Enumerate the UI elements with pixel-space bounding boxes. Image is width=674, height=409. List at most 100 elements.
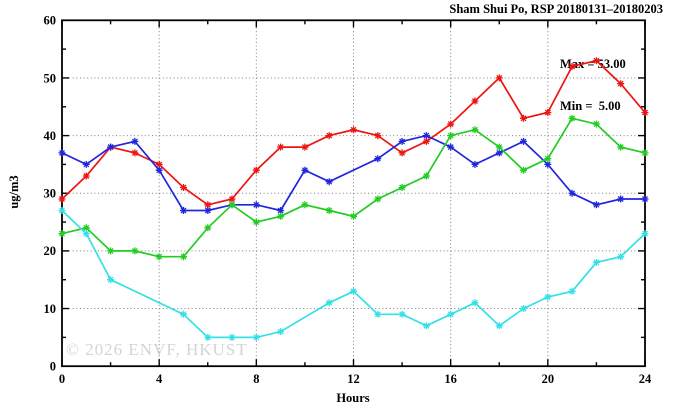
line-blue-series bbox=[58, 132, 649, 214]
line-red-marker bbox=[82, 172, 90, 180]
line-blue-marker bbox=[592, 201, 600, 209]
line-green-path bbox=[61, 117, 646, 258]
line-cyan-marker bbox=[592, 258, 600, 266]
line-green-marker bbox=[641, 149, 649, 157]
line-green-marker bbox=[131, 247, 139, 255]
x-axis-label: Hours bbox=[336, 391, 370, 405]
line-cyan-marker bbox=[374, 310, 382, 318]
line-cyan-marker bbox=[568, 287, 576, 295]
line-green-marker bbox=[58, 230, 66, 238]
line-blue-marker bbox=[58, 149, 66, 157]
line-green-marker bbox=[82, 224, 90, 232]
line-green-marker bbox=[325, 207, 333, 214]
line-blue-marker bbox=[180, 207, 187, 214]
line-green-series bbox=[58, 114, 649, 261]
line-red-marker bbox=[520, 114, 527, 122]
line-green-marker bbox=[277, 212, 285, 220]
line-green-marker bbox=[592, 120, 600, 128]
line-green-marker bbox=[520, 166, 527, 174]
line-blue-marker bbox=[398, 137, 406, 145]
axis-ticks bbox=[61, 19, 646, 367]
line-cyan-marker bbox=[617, 253, 625, 261]
line-blue-marker bbox=[471, 160, 479, 168]
line-red-marker bbox=[471, 97, 479, 105]
line-cyan-path bbox=[61, 209, 646, 339]
y-tick-label-10: 10 bbox=[44, 302, 57, 316]
line-blue-marker bbox=[82, 160, 90, 168]
line-cyan-series bbox=[58, 207, 649, 341]
line-red-marker bbox=[374, 132, 382, 140]
line-red-marker bbox=[277, 143, 285, 151]
y-tick-label-20: 20 bbox=[44, 244, 57, 258]
line-green-marker bbox=[107, 247, 115, 255]
line-cyan-marker bbox=[107, 276, 115, 284]
y-tick-label-40: 40 bbox=[44, 129, 57, 143]
line-red-marker bbox=[301, 143, 309, 151]
line-blue-marker bbox=[422, 132, 430, 140]
line-red-marker bbox=[398, 149, 406, 157]
line-red-marker bbox=[641, 109, 649, 116]
line-cyan-marker bbox=[641, 230, 649, 238]
line-blue-marker bbox=[325, 178, 333, 186]
line-red-marker bbox=[204, 201, 212, 209]
line-blue-marker bbox=[301, 166, 309, 174]
line-cyan-marker bbox=[398, 310, 406, 318]
line-cyan-marker bbox=[471, 299, 479, 307]
line-blue-marker bbox=[447, 143, 455, 151]
y-tick-label-50: 50 bbox=[44, 71, 57, 85]
line-blue-marker bbox=[131, 137, 139, 145]
line-cyan-marker bbox=[277, 328, 285, 336]
line-blue-marker bbox=[568, 189, 576, 197]
line-red-marker bbox=[180, 184, 187, 191]
line-cyan-marker bbox=[252, 333, 260, 341]
stats-min-label: Min = 5.00 bbox=[560, 99, 621, 113]
line-red-marker bbox=[350, 126, 357, 134]
chart-title: Sham Shui Po, RSP 20180131–20180203 bbox=[449, 2, 663, 16]
line-green-marker bbox=[544, 155, 552, 163]
line-red-series bbox=[58, 57, 649, 209]
line-cyan-marker bbox=[520, 305, 527, 313]
line-red-marker bbox=[155, 160, 163, 168]
line-green-marker bbox=[301, 201, 309, 209]
line-cyan-marker bbox=[180, 310, 187, 318]
line-green-marker bbox=[568, 114, 576, 122]
line-red-marker bbox=[422, 137, 430, 145]
line-red-marker bbox=[228, 195, 236, 203]
line-green-marker bbox=[252, 218, 260, 226]
line-green-marker bbox=[398, 184, 406, 191]
line-green-marker bbox=[422, 172, 430, 180]
line-green-marker bbox=[350, 212, 357, 220]
y-tick-label-60: 60 bbox=[44, 14, 57, 28]
line-cyan-marker bbox=[325, 299, 333, 307]
line-cyan-marker bbox=[495, 322, 503, 330]
line-blue-marker bbox=[155, 166, 163, 174]
line-cyan-marker bbox=[447, 310, 455, 318]
line-red-marker bbox=[544, 109, 552, 116]
line-green-marker bbox=[155, 253, 163, 261]
tick-labels: 0 10 20 30 40 50 60 0 4 8 12 16 20 24 bbox=[44, 14, 653, 386]
line-blue-marker bbox=[204, 207, 212, 214]
watermark: © 2026 ENVF, HKUST bbox=[66, 340, 248, 359]
line-blue-marker bbox=[617, 195, 625, 203]
line-cyan-marker bbox=[82, 230, 90, 238]
line-cyan-marker bbox=[422, 322, 430, 330]
line-red-marker bbox=[447, 120, 455, 128]
line-red-marker bbox=[617, 80, 625, 88]
x-tick-label-24: 24 bbox=[639, 372, 652, 386]
x-tick-label-4: 4 bbox=[156, 372, 163, 386]
line-green-marker bbox=[180, 253, 187, 261]
line-cyan-marker bbox=[544, 293, 552, 301]
line-red-marker bbox=[131, 149, 139, 157]
line-red-marker bbox=[252, 166, 260, 174]
x-tick-label-12: 12 bbox=[347, 372, 360, 386]
y-tick-label-0: 0 bbox=[50, 360, 56, 374]
y-tick-label-30: 30 bbox=[44, 187, 57, 201]
gridlines bbox=[62, 20, 645, 367]
line-green-marker bbox=[471, 126, 479, 134]
x-tick-label-0: 0 bbox=[59, 372, 65, 386]
line-green-marker bbox=[204, 224, 212, 232]
line-cyan-marker bbox=[204, 333, 212, 341]
line-blue-marker bbox=[520, 137, 527, 145]
line-blue-marker bbox=[107, 143, 115, 151]
